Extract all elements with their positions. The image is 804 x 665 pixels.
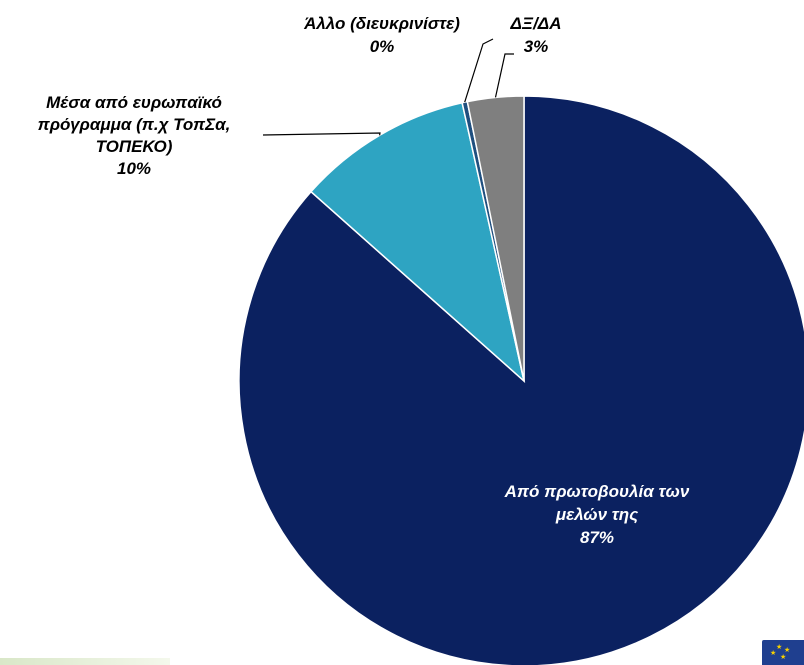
slice-label-1: Μέσα από ευρωπαϊκό πρόγραμμα (π.χ ΤοπΣα, Τ…	[38, 93, 231, 178]
slice-label-2: Άλλο (διευκρινίστε) 0%	[303, 14, 460, 56]
leader-line-1	[262, 132, 381, 136]
leader-lines	[262, 38, 514, 136]
footer-strip	[0, 658, 170, 665]
slice-labels: Από πρωτοβουλία των μελών της 87% Μέσα από …	[38, 14, 690, 547]
pie-slice-0	[238, 95, 804, 665]
slice-label-0: Από πρωτοβουλία των μελών της 87%	[504, 482, 690, 547]
eu-flag-icon: ★ ★ ★ ★	[762, 640, 804, 665]
slice-label-3: ΔΞ/ΔΑ 3%	[510, 14, 562, 56]
leader-line-2	[464, 38, 494, 103]
pie-slice-1	[309, 101, 526, 384]
pie-slices	[238, 95, 804, 665]
leader-line-3	[494, 53, 514, 98]
pie-slice-3	[466, 95, 525, 382]
